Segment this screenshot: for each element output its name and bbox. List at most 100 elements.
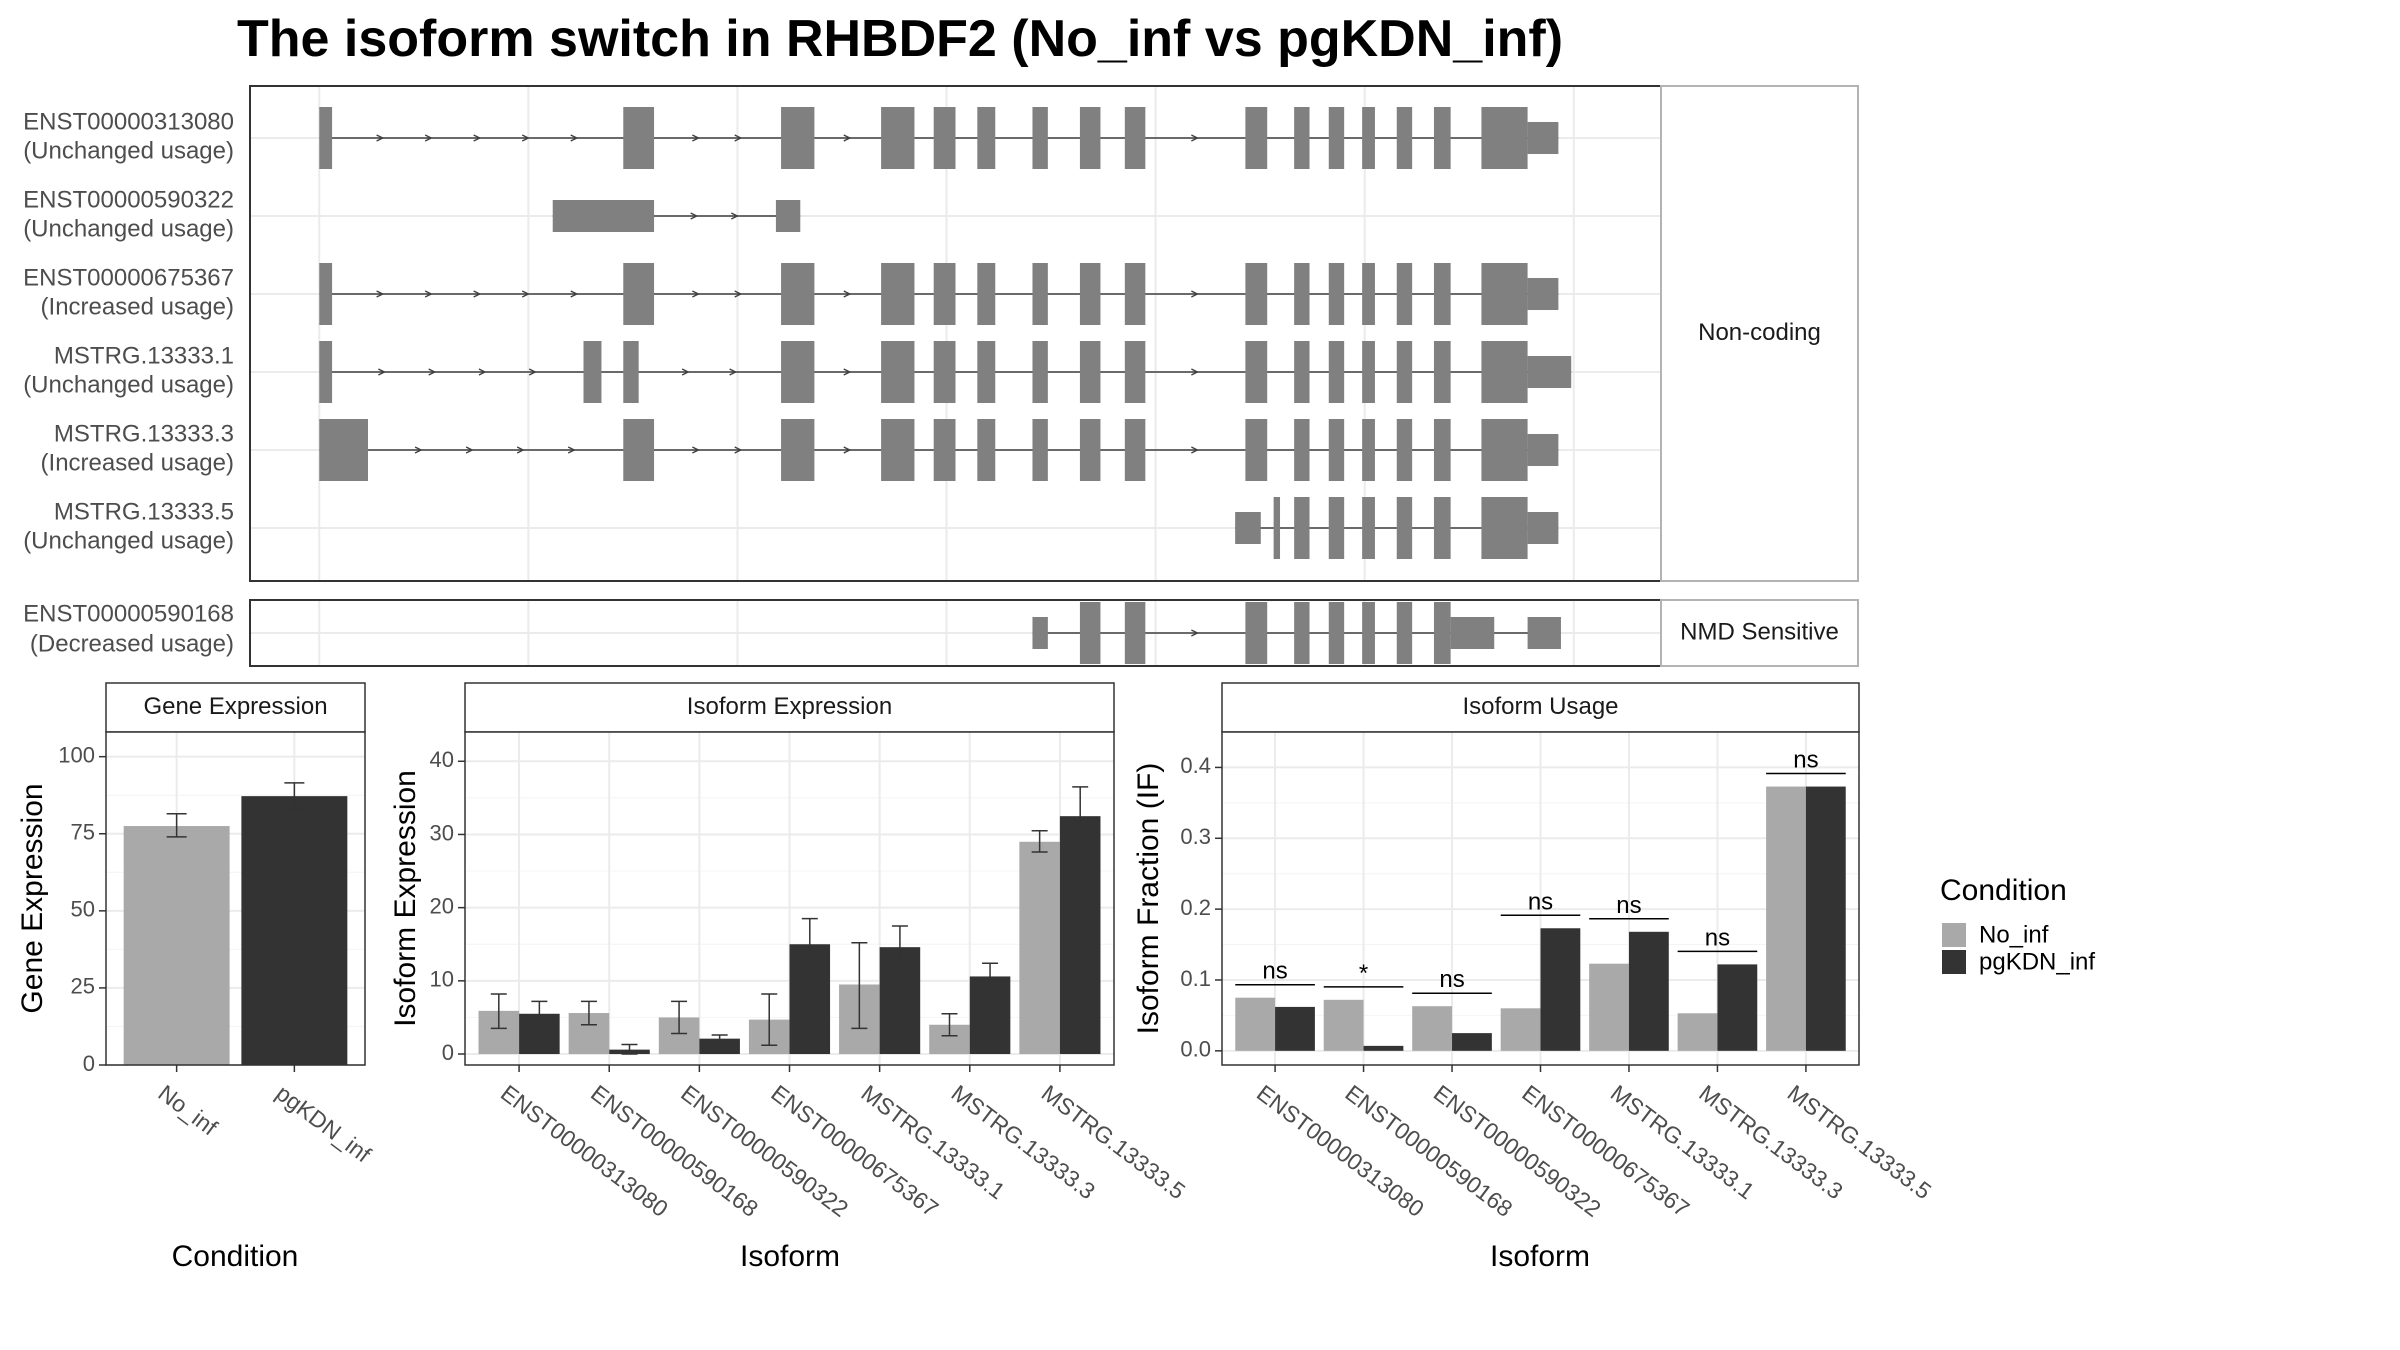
- significance-label: ns: [1262, 958, 1287, 985]
- transcript-id-label: MSTRG.13333.5: [54, 498, 234, 525]
- exon-coding: [1273, 497, 1281, 559]
- exon-coding: [1032, 341, 1048, 403]
- exon-coding: [319, 263, 333, 325]
- significance-label: ns: [1705, 924, 1730, 951]
- exon-coding: [1124, 602, 1146, 664]
- intron-arrow: [570, 134, 579, 142]
- intron-arrow: [692, 134, 700, 142]
- structure-group-0: ENST00000313080(Unchanged usage)ENST0000…: [23, 85, 1859, 582]
- exon-coding: [1079, 419, 1101, 481]
- intron-arrow: [521, 134, 530, 142]
- exon-coding: [1124, 419, 1146, 481]
- structure-group-label: NMD Sensitive: [1680, 618, 1839, 645]
- exon-coding: [1362, 497, 1375, 559]
- transcript-id-label: ENST00000590168: [23, 600, 234, 627]
- exon-coding: [1362, 341, 1375, 403]
- bar-pgKDN_inf-MSTRG.13333.5: [1805, 786, 1846, 1051]
- exon-coding: [1362, 602, 1375, 664]
- bar-pgKDN_inf-ENST00000590322: [1452, 1033, 1492, 1051]
- transcript-usage-label: (Unchanged usage): [23, 371, 234, 398]
- bar-pgKDN_inf-ENST00000590168: [1363, 1045, 1404, 1051]
- x-tick-label: ENST00000590322: [676, 1080, 853, 1222]
- significance-label: ns: [1439, 966, 1464, 993]
- exon-coding: [933, 419, 956, 481]
- error-bar: [1031, 830, 1048, 853]
- error-bar: [621, 1043, 638, 1055]
- exon-coding: [1481, 497, 1528, 559]
- intron-arrow: [378, 368, 386, 376]
- exon-coding: [623, 341, 639, 403]
- exon-coding: [1032, 263, 1048, 325]
- transcript-id-label: ENST00000590322: [23, 186, 234, 213]
- bar-No_inf-MSTRG.13333.1: [1589, 963, 1629, 1051]
- intron-arrow: [1191, 629, 1199, 637]
- intron-arrow: [692, 446, 700, 454]
- significance-label: ns: [1616, 892, 1641, 919]
- intron-arrow: [570, 290, 579, 298]
- y-tick-label: 0: [442, 1040, 454, 1065]
- transcript-ENST00000313080: [319, 107, 1559, 169]
- error-bar: [580, 1000, 597, 1026]
- bar-No_inf-ENST00000590168: [1323, 999, 1364, 1051]
- exon-coding: [1396, 602, 1413, 664]
- intron-arrow: [424, 134, 433, 142]
- x-axis-title: Condition: [172, 1240, 299, 1273]
- intron-arrow: [843, 368, 852, 376]
- exon-coding: [1328, 107, 1345, 169]
- error-bar: [284, 782, 305, 810]
- intron-arrow: [428, 368, 437, 376]
- bar-pgKDN_inf-ENST00000313080: [1275, 1006, 1315, 1051]
- exon-coding: [1396, 497, 1413, 559]
- exon-coding: [1079, 602, 1101, 664]
- exon-coding: [1245, 419, 1268, 481]
- transcript-ENST00000675367: [319, 263, 1559, 325]
- intron-arrow: [843, 446, 852, 454]
- intron-arrow: [730, 212, 739, 220]
- exon-utr: [1527, 278, 1559, 310]
- y-tick-label: 0.3: [1180, 824, 1211, 849]
- exon-utr: [1527, 434, 1559, 466]
- x-tick-label: ENST00000313080: [496, 1080, 673, 1222]
- exon-coding: [623, 107, 655, 169]
- error-bar: [941, 1013, 958, 1037]
- exon-coding: [977, 263, 996, 325]
- exon-coding: [1294, 107, 1310, 169]
- intron-arrow: [1191, 290, 1199, 298]
- chart-isoform-usage: Isoform Usage 0.0 0.1 0.2 0.3 0.4 ns * ns ns ns ns n…: [1132, 682, 1936, 1273]
- intron-arrow: [465, 446, 474, 454]
- transcript-MSTRG.13333.1: [319, 341, 1572, 403]
- legend-key-pgKDN_inf: [1942, 950, 1966, 974]
- intron-arrow: [690, 212, 699, 220]
- facet-strip-label: Isoform Expression: [687, 693, 892, 720]
- exon-coding: [933, 263, 956, 325]
- exon-coding: [1294, 341, 1310, 403]
- exon-coding: [1396, 341, 1413, 403]
- transcript-usage-label: (Unchanged usage): [23, 215, 234, 242]
- intron-arrow: [729, 368, 738, 376]
- structure-group-1: ENST00000590168 (Decreased usage) NMD Sens…: [23, 599, 1859, 667]
- intron-arrow: [1191, 368, 1199, 376]
- bar-No_inf-MSTRG.13333.5: [1019, 841, 1060, 1055]
- y-tick-label: 50: [71, 897, 95, 922]
- intron-arrow: [528, 368, 537, 376]
- transcript-id-label: MSTRG.13333.3: [54, 420, 234, 447]
- exon-coding: [1124, 263, 1146, 325]
- x-tick-label: ENST00000675367: [766, 1080, 943, 1222]
- exon-coding: [1079, 107, 1101, 169]
- chart-gene-expression: Gene Expression 0 25 50 75 100 No_inf pgKDN_inf…: [16, 682, 376, 1273]
- bar-pgKDN_inf-ENST00000590322: [699, 1038, 740, 1055]
- exon-coding: [1328, 341, 1345, 403]
- legend-label: pgKDN_inf: [1979, 948, 2095, 975]
- exon-coding: [1396, 107, 1413, 169]
- error-bar: [711, 1034, 728, 1044]
- exon-coding: [1079, 263, 1101, 325]
- x-tick-label: No_inf: [154, 1080, 223, 1141]
- exon-coding: [1433, 341, 1451, 403]
- transcript-id-label: MSTRG.13333.1: [54, 342, 234, 369]
- bar-No_inf-MSTRG.13333.5: [1766, 786, 1806, 1051]
- exon-coding: [1124, 107, 1146, 169]
- exon-coding: [319, 341, 333, 403]
- exon-utr: [1527, 356, 1572, 388]
- intron-arrow: [376, 134, 385, 142]
- error-bar: [531, 1000, 548, 1027]
